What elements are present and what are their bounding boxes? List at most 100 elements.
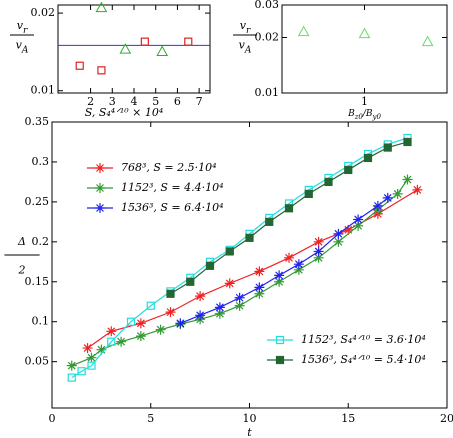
marker: [284, 252, 294, 263]
marker: [155, 324, 166, 335]
marker: [234, 300, 245, 311]
label-part: vA: [239, 39, 252, 56]
marker: [135, 318, 146, 329]
marker: [353, 214, 364, 225]
marker: [403, 137, 412, 147]
marker: [214, 308, 225, 319]
marker: [184, 37, 193, 46]
marker: [274, 276, 285, 287]
marker: [95, 1, 108, 13]
marker: [344, 165, 353, 175]
marker: [284, 204, 294, 213]
marker: [402, 174, 413, 185]
y-tick-label: 0.03: [255, 0, 280, 11]
label-part: vr: [17, 19, 28, 36]
marker: [313, 236, 324, 247]
x-tick-label: 7: [196, 95, 203, 108]
marker: [186, 277, 195, 286]
legend-marker: [275, 335, 285, 345]
marker: [140, 37, 149, 46]
marker: [214, 302, 225, 313]
x-axis-label: t: [247, 426, 252, 438]
x-tick-label: 0: [49, 412, 56, 425]
label-part: y0: [372, 113, 382, 121]
x-axis-label: S, S₄⁴ᐟ¹⁰ × 10⁴: [85, 106, 164, 119]
marker: [225, 247, 234, 256]
label-text: Δ: [17, 235, 26, 248]
marker: [116, 336, 127, 347]
marker: [156, 45, 169, 56]
label-part: z0: [354, 113, 364, 121]
marker: [126, 317, 136, 326]
legend-marker: [275, 355, 285, 365]
marker: [421, 35, 434, 47]
marker: [146, 301, 155, 310]
marker: [106, 326, 117, 337]
y-tick-label: 0.15: [25, 275, 50, 288]
marker: [66, 360, 77, 371]
marker: [165, 307, 176, 318]
x-tick-label: 10: [243, 412, 257, 425]
y-tick-label: 0.01: [255, 86, 280, 99]
marker: [67, 373, 76, 382]
marker: [119, 43, 132, 54]
label-text: v: [240, 19, 247, 32]
label-sub: r: [246, 26, 251, 36]
marker: [87, 361, 96, 370]
marker: [353, 220, 364, 231]
marker: [254, 266, 265, 277]
marker: [205, 261, 215, 270]
marker: [372, 200, 383, 211]
marker: [412, 184, 423, 195]
marker: [135, 331, 146, 342]
marker: [265, 217, 274, 226]
plot-frame: [57, 4, 211, 94]
label-text: 2: [18, 263, 26, 276]
y-tick-label: 0.01: [31, 84, 56, 97]
marker: [383, 143, 392, 152]
x-tick-label: 20: [440, 412, 453, 425]
label-text: v: [16, 39, 23, 52]
marker: [195, 291, 206, 302]
y-axis-label: Δ2: [4, 235, 40, 276]
x-axis-label: Bz0/By0: [347, 109, 381, 122]
marker: [166, 289, 175, 298]
legend-label: 1152³, S₄⁴ᐟ¹⁰ = 3.6·10⁴: [301, 333, 426, 346]
label-part: 2: [18, 263, 26, 276]
label-text: v: [17, 19, 24, 32]
legend-label: 1536³, S = 6.4·10⁴: [121, 201, 224, 214]
y-tick-label: 0.02: [255, 30, 280, 43]
marker: [358, 27, 371, 39]
label-text: v: [239, 39, 246, 52]
marker: [224, 278, 235, 289]
marker: [245, 233, 254, 242]
series-line: [180, 197, 389, 324]
y-tick-label: 0.25: [25, 195, 50, 208]
label-part: /B: [362, 109, 373, 119]
x-tick-label: 3: [109, 95, 116, 108]
marker: [293, 264, 304, 275]
marker: [97, 66, 106, 75]
legend-marker: [95, 163, 105, 173]
y-tick-label: 0.05: [25, 355, 50, 368]
marker: [96, 344, 107, 355]
x-tick-label: 6: [174, 95, 181, 108]
legend-label: 1536³, S₄⁴ᐟ¹⁰ = 5.4·10⁴: [301, 353, 426, 366]
marker: [304, 189, 313, 198]
marker: [392, 188, 403, 199]
marker: [333, 228, 344, 239]
marker: [107, 337, 116, 346]
x-tick-label: 5: [152, 95, 159, 108]
label-sub: r: [23, 26, 28, 36]
x-tick-label: 2: [87, 95, 94, 108]
marker: [293, 259, 304, 270]
y-tick-label: 0.2: [32, 235, 50, 248]
marker: [297, 25, 310, 37]
label-part: B: [347, 109, 355, 119]
marker: [382, 192, 393, 203]
legend-label: 1152³, S = 4.4·10⁴: [121, 181, 224, 194]
label-part: vA: [16, 39, 29, 56]
marker: [254, 282, 265, 293]
marker: [75, 61, 84, 70]
